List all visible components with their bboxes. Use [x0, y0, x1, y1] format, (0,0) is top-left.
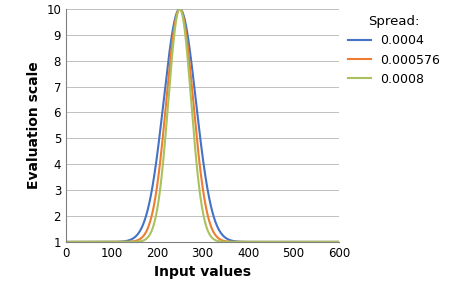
0.0004 — [168, 41, 173, 45]
0.000576 — [180, 12, 186, 16]
0.0004 — [336, 240, 342, 244]
Line: 0.0004: 0.0004 — [66, 9, 339, 242]
0.000576 — [94, 240, 100, 244]
0.000576 — [168, 55, 173, 58]
Legend: 0.0004, 0.000576, 0.0008: 0.0004, 0.000576, 0.0008 — [348, 15, 440, 86]
0.000576 — [295, 240, 301, 244]
0.0004 — [301, 240, 307, 244]
0.0008 — [336, 240, 342, 244]
Line: 0.000576: 0.000576 — [66, 9, 339, 242]
0.000576 — [336, 240, 342, 244]
X-axis label: Input values: Input values — [154, 265, 251, 279]
0.0004 — [111, 240, 116, 244]
0.0008 — [63, 240, 69, 244]
0.0008 — [111, 240, 116, 244]
0.0008 — [301, 240, 307, 244]
0.0004 — [319, 240, 325, 244]
0.000576 — [302, 240, 308, 244]
0.0004 — [94, 240, 100, 244]
0.0004 — [331, 240, 337, 244]
0.0008 — [180, 14, 186, 18]
0.0008 — [331, 240, 337, 244]
0.0004 — [177, 7, 183, 11]
0.0008 — [94, 240, 100, 244]
0.000576 — [331, 240, 337, 244]
Line: 0.0008: 0.0008 — [66, 9, 339, 242]
0.0004 — [180, 11, 186, 14]
0.0004 — [63, 240, 69, 244]
0.0008 — [168, 71, 173, 74]
0.000576 — [111, 240, 116, 244]
0.000576 — [63, 240, 69, 244]
Y-axis label: Evaluation scale: Evaluation scale — [27, 61, 41, 189]
0.000576 — [177, 7, 183, 11]
0.0008 — [177, 7, 183, 11]
